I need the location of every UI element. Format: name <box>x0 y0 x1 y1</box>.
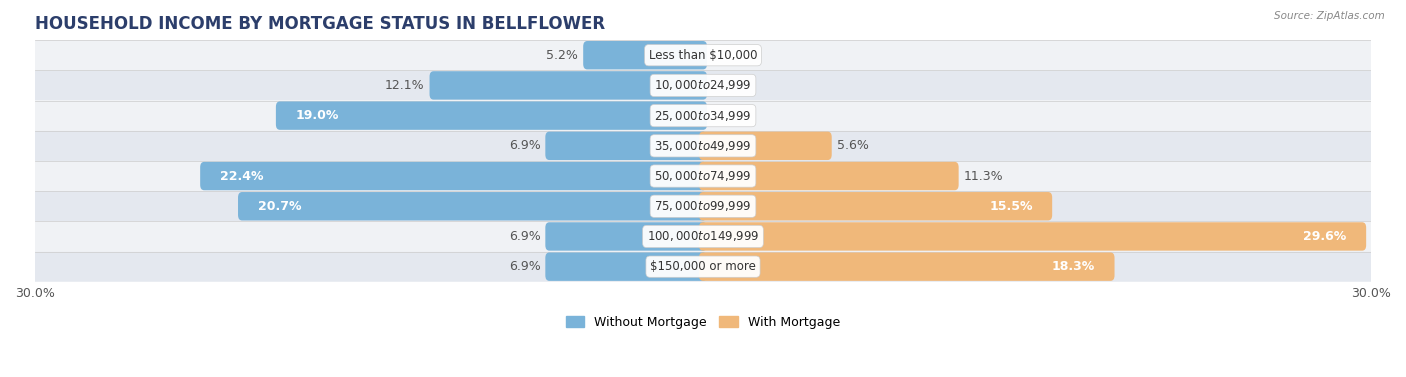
Text: $100,000 to $149,999: $100,000 to $149,999 <box>647 230 759 244</box>
Text: 20.7%: 20.7% <box>257 200 301 213</box>
FancyBboxPatch shape <box>35 101 1371 131</box>
FancyBboxPatch shape <box>583 41 707 69</box>
FancyBboxPatch shape <box>35 70 1371 101</box>
Text: 11.3%: 11.3% <box>963 170 1002 182</box>
FancyBboxPatch shape <box>35 251 1371 282</box>
Text: $75,000 to $99,999: $75,000 to $99,999 <box>654 199 752 213</box>
Text: 6.9%: 6.9% <box>509 230 540 243</box>
Text: $10,000 to $24,999: $10,000 to $24,999 <box>654 78 752 92</box>
Text: HOUSEHOLD INCOME BY MORTGAGE STATUS IN BELLFLOWER: HOUSEHOLD INCOME BY MORTGAGE STATUS IN B… <box>35 15 605 33</box>
FancyBboxPatch shape <box>430 71 707 100</box>
Legend: Without Mortgage, With Mortgage: Without Mortgage, With Mortgage <box>565 316 841 329</box>
FancyBboxPatch shape <box>546 132 707 160</box>
Text: 18.3%: 18.3% <box>1052 260 1095 273</box>
FancyBboxPatch shape <box>699 132 832 160</box>
FancyBboxPatch shape <box>35 191 1371 221</box>
FancyBboxPatch shape <box>238 192 707 221</box>
FancyBboxPatch shape <box>35 131 1371 161</box>
Text: 22.4%: 22.4% <box>219 170 263 182</box>
Text: $50,000 to $74,999: $50,000 to $74,999 <box>654 169 752 183</box>
FancyBboxPatch shape <box>200 162 707 190</box>
Text: Source: ZipAtlas.com: Source: ZipAtlas.com <box>1274 11 1385 21</box>
Text: 12.1%: 12.1% <box>385 79 425 92</box>
FancyBboxPatch shape <box>546 253 707 281</box>
FancyBboxPatch shape <box>35 161 1371 191</box>
Text: 15.5%: 15.5% <box>988 200 1032 213</box>
Text: $35,000 to $49,999: $35,000 to $49,999 <box>654 139 752 153</box>
Text: $150,000 or more: $150,000 or more <box>650 260 756 273</box>
Text: $25,000 to $34,999: $25,000 to $34,999 <box>654 109 752 123</box>
FancyBboxPatch shape <box>546 222 707 251</box>
FancyBboxPatch shape <box>699 162 959 190</box>
Text: 29.6%: 29.6% <box>1303 230 1347 243</box>
FancyBboxPatch shape <box>699 192 1052 221</box>
Text: 19.0%: 19.0% <box>295 109 339 122</box>
FancyBboxPatch shape <box>35 40 1371 70</box>
FancyBboxPatch shape <box>699 253 1115 281</box>
FancyBboxPatch shape <box>699 222 1367 251</box>
FancyBboxPatch shape <box>35 221 1371 251</box>
Text: 5.2%: 5.2% <box>547 49 578 62</box>
FancyBboxPatch shape <box>276 101 707 130</box>
Text: 5.6%: 5.6% <box>837 139 869 152</box>
Text: 6.9%: 6.9% <box>509 139 540 152</box>
Text: Less than $10,000: Less than $10,000 <box>648 49 758 62</box>
Text: 6.9%: 6.9% <box>509 260 540 273</box>
